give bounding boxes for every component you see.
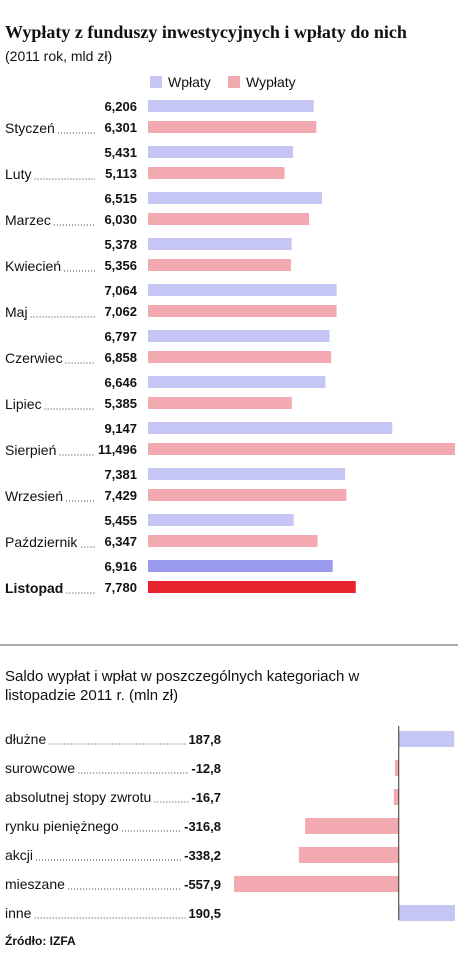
bar xyxy=(394,760,399,776)
value-label: 6,646 xyxy=(104,375,137,390)
bar xyxy=(148,581,356,593)
value-label: 7,780 xyxy=(104,580,137,595)
category-label: Lipiec xyxy=(5,396,42,412)
value-label: 6,347 xyxy=(104,534,137,549)
category-label: Październik xyxy=(5,534,78,550)
bar xyxy=(148,121,317,133)
value-label: 6,858 xyxy=(104,350,137,365)
bar xyxy=(148,560,333,572)
value-label: 5,113 xyxy=(105,166,137,181)
bar xyxy=(234,876,399,892)
bar xyxy=(305,818,399,834)
value-label: 5,431 xyxy=(104,145,137,160)
chart-title: Wypłaty z funduszy inwestycyjnych i wpła… xyxy=(5,22,407,42)
value-label: 6,797 xyxy=(104,329,137,344)
value-label: 190,5 xyxy=(188,906,221,921)
value-label: 6,916 xyxy=(104,559,137,574)
value-label: -316,8 xyxy=(184,819,221,834)
category-label: absolutnej stopy zwrotu xyxy=(5,789,151,805)
category-label: Listopad xyxy=(5,580,63,596)
bar xyxy=(148,397,292,409)
bar xyxy=(148,443,455,455)
bar xyxy=(148,330,330,342)
value-label: 7,062 xyxy=(104,304,137,319)
bar xyxy=(148,351,332,363)
bar xyxy=(148,535,318,547)
category-label: Sierpień xyxy=(5,442,56,458)
category-label: Kwiecień xyxy=(5,258,61,274)
value-label: 7,064 xyxy=(104,283,137,298)
bar xyxy=(148,146,294,158)
category-label: Wrzesień xyxy=(5,488,63,504)
bar xyxy=(298,847,399,863)
value-label: 9,147 xyxy=(104,421,137,436)
value-label: 6,206 xyxy=(104,99,137,114)
category-label: Luty xyxy=(5,166,31,182)
value-label: 5,378 xyxy=(104,237,137,252)
bar xyxy=(148,284,337,296)
category-label: dłużne xyxy=(5,731,46,747)
value-label: 7,429 xyxy=(104,488,137,503)
value-label: 6,301 xyxy=(104,120,137,135)
value-label: -16,7 xyxy=(191,790,221,805)
legend-swatch xyxy=(228,76,240,88)
category-label: Marzec xyxy=(5,212,51,228)
value-label: 187,8 xyxy=(188,732,221,747)
category-label: Maj xyxy=(5,304,28,320)
chart-title: Saldo wypłat i wpłat w poszczególnych ka… xyxy=(5,668,360,704)
bar xyxy=(148,213,310,225)
category-label: rynku pieniężnego xyxy=(5,818,119,834)
value-label: 5,385 xyxy=(104,396,137,411)
value-label: 6,030 xyxy=(104,212,137,227)
bar xyxy=(148,238,292,250)
bar xyxy=(148,422,393,434)
chart-subtitle: (2011 rok, mld zł) xyxy=(5,48,112,64)
bar xyxy=(393,789,399,805)
value-label: 7,381 xyxy=(104,467,137,482)
bar xyxy=(148,259,292,271)
value-label: 5,455 xyxy=(104,513,137,528)
bar xyxy=(148,167,285,179)
value-label: 11,496 xyxy=(98,442,137,457)
value-label: -557,9 xyxy=(184,877,221,892)
bar xyxy=(148,514,294,526)
source: Źródło: IZFA xyxy=(5,933,76,948)
bar xyxy=(398,905,455,921)
value-label: -338,2 xyxy=(184,848,221,863)
bar xyxy=(148,192,322,204)
value-label: 5,356 xyxy=(104,258,137,273)
value-label: -12,8 xyxy=(191,761,221,776)
legend-label: Wpłaty xyxy=(168,74,211,90)
legend-label: Wypłaty xyxy=(246,74,296,90)
bar xyxy=(148,468,346,480)
category-label: inne xyxy=(5,905,32,921)
bar xyxy=(398,731,455,747)
category-label: mieszane xyxy=(5,876,65,892)
bar xyxy=(148,376,326,388)
bar xyxy=(148,489,347,501)
category-label: Styczeń xyxy=(5,120,55,136)
legend-swatch xyxy=(150,76,162,88)
bar xyxy=(148,305,337,317)
bar xyxy=(148,100,314,112)
value-label: 6,515 xyxy=(104,191,137,206)
category-label: surowcowe xyxy=(5,760,75,776)
category-label: Czerwiec xyxy=(5,350,63,366)
category-label: akcji xyxy=(5,847,33,863)
